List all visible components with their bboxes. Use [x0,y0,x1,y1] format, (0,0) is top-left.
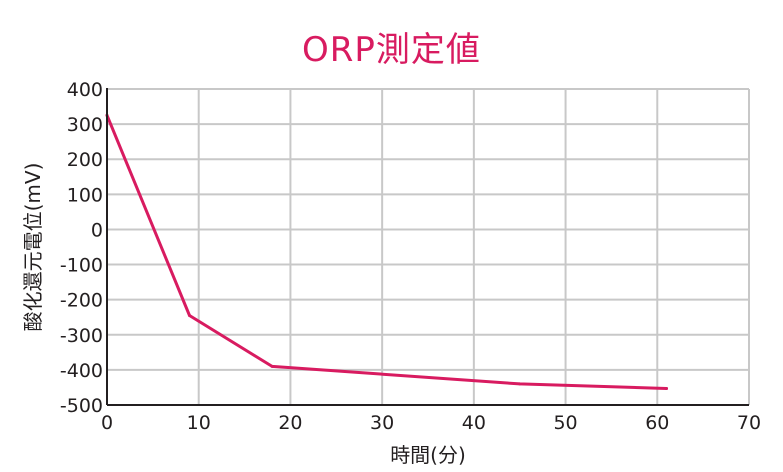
y-tick-label: -200 [60,290,103,312]
y-tick-label: 400 [67,79,103,101]
x-tick-label: 30 [370,412,394,434]
y-tick-label: 100 [67,184,103,206]
x-tick-label: 40 [462,412,486,434]
y-tick-label: 300 [67,114,103,136]
x-tick-label: 0 [101,412,113,434]
y-tick-label: 200 [67,149,103,171]
axes [106,88,749,406]
tick-labels: 0 10 20 30 40 50 60 70 400 300 200 100 0 -100 -200 -300… [60,79,761,434]
y-tick-label: -400 [60,360,103,382]
x-tick-label: 60 [645,412,669,434]
x-tick-label: 20 [278,412,302,434]
data-point [188,313,192,317]
data-point [664,386,668,390]
data-point [270,364,274,368]
y-tick-label: -300 [60,325,103,347]
x-tick-label: 70 [737,412,761,434]
y-tick-label: -100 [60,255,103,277]
data-point [518,382,522,386]
series-layer [105,113,668,390]
orp-series-line [105,113,668,390]
y-tick-label: -500 [60,395,103,417]
x-tick-label: 50 [553,412,577,434]
y-axis-label: 酸化還元電位(mV) [21,163,45,332]
y-tick-label: 0 [91,219,103,241]
chart-title: ORP測定値 [302,30,481,70]
x-axis-label: 時間(分) [390,443,466,467]
x-tick-label: 10 [187,412,211,434]
grid-lines [107,88,750,405]
